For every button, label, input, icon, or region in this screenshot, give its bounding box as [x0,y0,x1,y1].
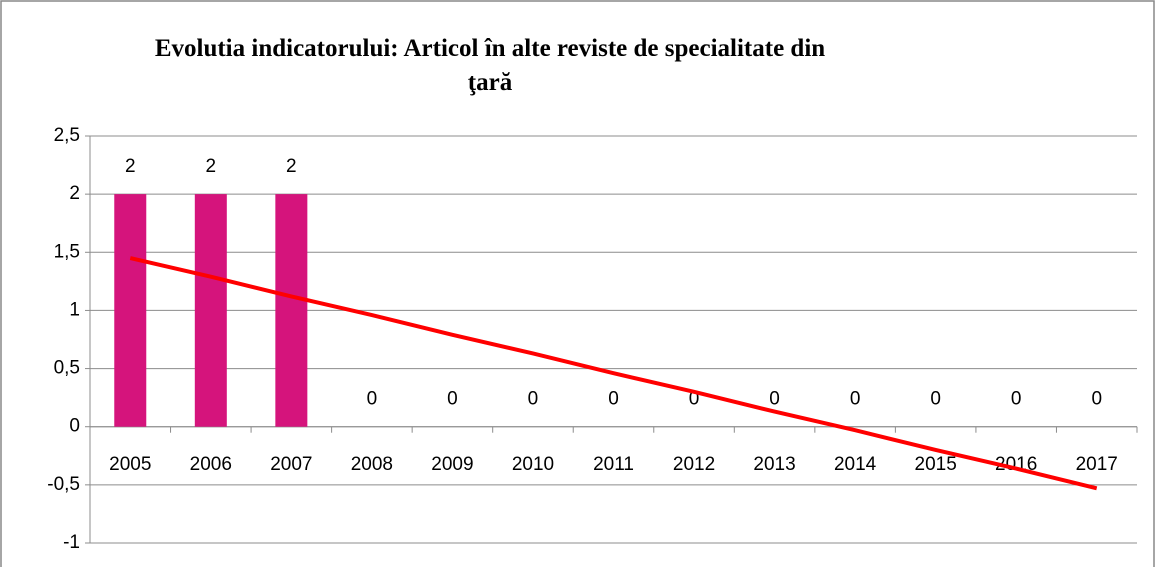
x-tick-label: 2014 [834,454,877,475]
data-label: 0 [689,389,700,410]
x-tick-label: 2013 [753,454,795,475]
y-tick-label: 1 [69,299,80,320]
y-tick-label: 1,5 [54,241,80,262]
x-tick-label: 2007 [270,454,312,475]
chart-title: Evolutia indicatorului: Articol în alte … [154,35,826,96]
data-label: 0 [769,389,780,410]
bar [275,194,308,427]
y-tick-label: 2,5 [54,125,80,146]
x-tick-label: 2011 [593,454,634,475]
data-label: 0 [850,389,861,410]
data-label: 0 [528,389,539,410]
x-tick-label: 2008 [351,454,393,475]
trend-line [129,256,1098,491]
data-label: 0 [608,389,619,410]
x-tick-label: 2015 [915,454,957,475]
data-label: 2 [206,156,217,177]
y-tick-label: 0 [69,416,80,437]
x-tick-label: 2009 [431,454,473,475]
data-label: 0 [367,389,378,410]
y-tick-label: -0,5 [47,474,80,495]
x-tick-label: 2017 [1076,454,1118,475]
data-label: 0 [447,389,458,410]
y-tick-label: 2 [69,183,80,204]
data-label: 2 [125,156,136,177]
x-tick-label: 2010 [512,454,554,475]
data-label: 0 [1011,389,1022,410]
x-tick-label: 2012 [673,454,715,475]
data-label: 0 [930,389,941,410]
y-tick-label: -1 [63,532,80,553]
bar [194,194,227,427]
data-label: 2 [286,156,297,177]
bar [114,194,147,427]
x-tick-label: 2006 [190,454,232,475]
y-tick-label: 0,5 [54,358,80,379]
x-tick-label: 2005 [109,454,151,475]
data-label: 0 [1091,389,1102,410]
